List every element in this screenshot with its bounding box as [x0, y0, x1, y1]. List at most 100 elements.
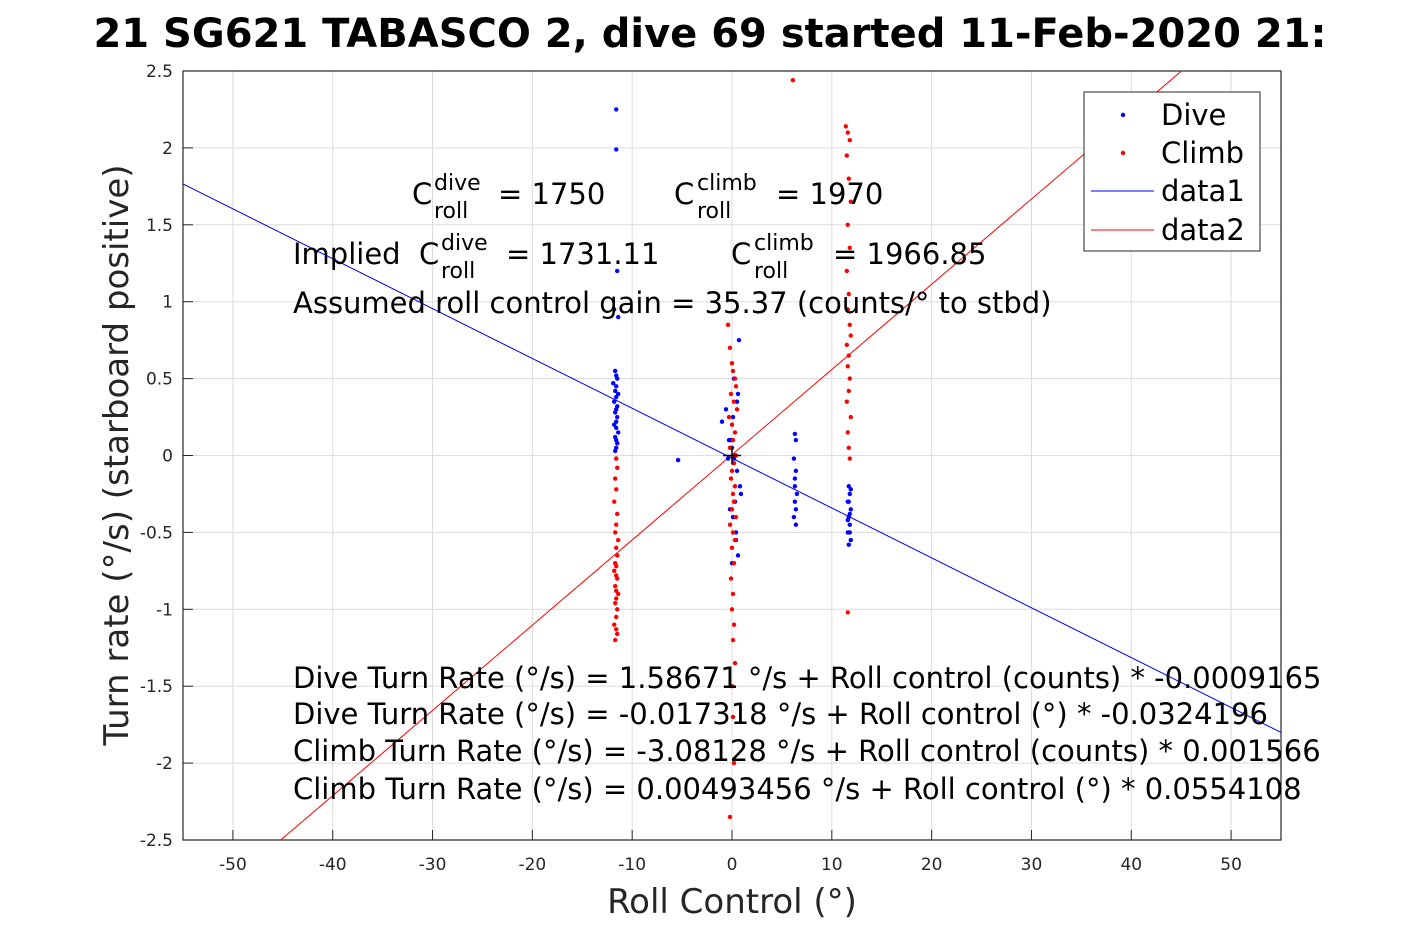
point-dive: [846, 542, 851, 547]
point-climb: [613, 584, 618, 589]
point-climb: [733, 384, 739, 389]
point-dive: [614, 394, 619, 400]
point-climb: [613, 600, 618, 606]
point-dive: [847, 511, 852, 517]
point-climb: [846, 176, 851, 181]
c-roll-climb-sub: roll: [697, 199, 731, 224]
point-dive: [792, 499, 798, 504]
point-climb: [615, 553, 620, 558]
x-tick-label: 20: [921, 855, 943, 875]
point-dive: [613, 388, 618, 394]
point-climb: [731, 622, 737, 627]
annotation-implied: Implied C dive roll = 1731.11 C climb ro…: [293, 231, 986, 284]
point-climb: [614, 614, 619, 620]
point-climb: [731, 499, 737, 504]
point-dive: [793, 437, 799, 443]
implied-dive-sub: roll: [441, 259, 475, 284]
annotation-c-roll-dive: C dive roll = 1750: [412, 171, 605, 224]
point-climb: [615, 576, 620, 581]
point-dive: [611, 381, 616, 386]
point-climb: [846, 445, 851, 451]
point-dive: [723, 407, 729, 412]
y-tick-labels: -2.5 -2 -1.5 -1 -0.5 0 0.5 1 1.5 2 2.5: [140, 62, 173, 851]
legend-climb-marker: [1120, 150, 1126, 156]
point-dive: [847, 522, 852, 527]
x-tick-label: -50: [219, 855, 247, 875]
point-dive: [675, 457, 681, 463]
point-dive: [614, 147, 619, 152]
point-dive: [846, 499, 851, 504]
x-tick-label: 40: [1120, 855, 1142, 875]
point-climb: [616, 591, 621, 597]
point-dive: [614, 384, 619, 389]
point-climb: [725, 322, 731, 327]
implied-dive-value: = 1731.11: [506, 237, 659, 271]
point-dive: [613, 410, 618, 415]
point-climb: [615, 607, 620, 612]
point-climb: [613, 530, 618, 535]
x-axis-label: Roll Control (°): [607, 882, 857, 922]
point-climb: [731, 460, 737, 466]
x-tick-label: -30: [419, 855, 447, 875]
point-climb: [727, 522, 733, 527]
point-climb: [730, 437, 736, 443]
gain-annotation: Assumed roll control gain = 35.37 (count…: [293, 286, 1052, 320]
legend-dive-label: Dive: [1161, 98, 1226, 132]
y-tick-label: -2.5: [140, 831, 173, 851]
point-climb: [613, 637, 618, 643]
fit-line-1: Dive Turn Rate (°/s) = 1.58671 °/s + Rol…: [293, 661, 1321, 695]
point-climb: [730, 368, 736, 374]
point-dive: [615, 376, 620, 381]
point-climb: [731, 399, 737, 404]
point-climb: [730, 491, 736, 497]
implied-climb-sup: climb: [754, 231, 814, 256]
point-climb: [845, 307, 850, 312]
point-climb: [844, 268, 849, 274]
point-climb: [614, 456, 619, 461]
y-tick-label: 2.5: [146, 62, 173, 82]
point-climb: [790, 78, 796, 83]
c-roll-climb-value: = 1970: [776, 177, 883, 211]
point-climb: [728, 476, 734, 481]
legend-box: [1083, 91, 1261, 252]
point-climb: [615, 511, 620, 517]
point-dive: [613, 368, 618, 374]
point-climb: [846, 388, 851, 394]
point-climb: [614, 545, 619, 550]
point-climb: [732, 537, 738, 543]
fit-line-4: Climb Turn Rate (°/s) = 0.00493456 °/s +…: [293, 772, 1302, 806]
point-climb: [847, 138, 852, 143]
point-dive: [845, 517, 850, 523]
point-dive: [793, 507, 799, 512]
point-climb: [729, 507, 735, 512]
point-dive: [848, 507, 853, 512]
point-climb: [729, 545, 735, 550]
x-tick-labels: -50 -40 -30 -20 -10 0 10 20 30 40 50: [219, 855, 1242, 875]
point-climb: [848, 199, 853, 204]
x-tick-label: -10: [618, 855, 646, 875]
point-dive: [615, 440, 620, 446]
point-dive: [736, 337, 742, 343]
point-climb: [727, 445, 733, 451]
plot-frame: [182, 70, 1282, 841]
legend: Dive Climb data1 data2: [1083, 91, 1261, 252]
point-climb: [732, 430, 738, 435]
c-roll-dive-sub: roll: [434, 199, 468, 224]
x-tick-label: -20: [518, 855, 546, 875]
y-tick-label: 1.5: [146, 216, 173, 236]
point-dive: [612, 399, 617, 404]
point-climb: [730, 530, 736, 535]
y-tick-label: 2: [162, 139, 173, 159]
point-climb: [844, 153, 849, 158]
x-tick-label: 0: [727, 855, 738, 875]
point-climb: [847, 456, 852, 461]
point-dive: [792, 476, 798, 481]
y-tick-label: 1: [162, 293, 173, 313]
point-climb: [726, 414, 732, 420]
point-climb: [845, 222, 850, 227]
c-roll-dive-sup: dive: [434, 171, 481, 196]
implied-climb-value: = 1966.85: [833, 237, 986, 271]
point-dive: [730, 414, 736, 420]
point-climb: [846, 291, 851, 297]
point-climb: [613, 476, 618, 481]
